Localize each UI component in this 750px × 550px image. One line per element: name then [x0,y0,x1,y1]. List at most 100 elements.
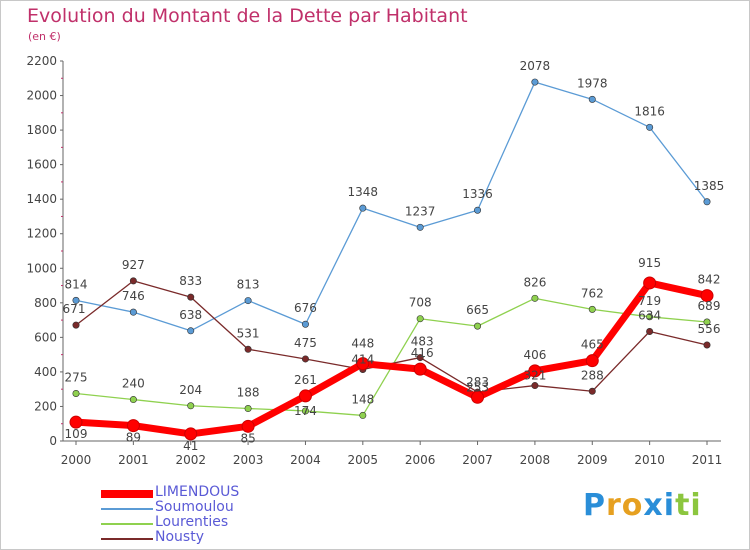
data-label-limendous: 915 [638,256,661,270]
chart-title: Evolution du Montant de la Dette par Hab… [27,5,468,27]
data-label-limendous: 448 [351,337,374,351]
x-tick-label: 2001 [118,453,149,467]
legend-swatch [101,507,153,510]
data-label-soumoulou: 1237 [405,204,436,218]
data-label-lourenties: 665 [466,303,489,317]
data-label-nousty: 634 [638,308,661,322]
data-label-lourenties: 762 [581,286,604,300]
data-point-soumoulou [187,327,195,335]
x-tick-label: 2002 [175,453,206,467]
data-label-nousty: 288 [581,368,604,382]
data-label-limendous: 41 [183,439,198,453]
data-label-nousty: 414 [351,352,374,366]
y-tick-label: 1400 [26,192,57,206]
data-label-nousty: 556 [698,322,721,336]
logo-letter: o [621,488,644,523]
x-tick-label: 2010 [634,453,665,467]
data-label-lourenties: 174 [294,404,317,418]
data-point-limendous [643,276,657,290]
data-point-nousty [301,355,309,363]
data-label-lourenties: 689 [698,299,721,313]
data-point-limendous [528,364,542,378]
data-label-lourenties: 826 [523,275,546,289]
data-point-lourenties [416,315,424,323]
legend-label: Nousty [155,529,204,545]
data-label-nousty: 321 [523,369,546,383]
data-label-nousty: 927 [122,258,145,272]
data-point-nousty [531,382,539,390]
data-point-lourenties [531,294,539,302]
data-point-nousty [646,327,654,335]
logo-letter: i [663,488,676,523]
logo-letter: x [643,488,664,523]
data-point-nousty [416,354,424,362]
data-label-limendous: 261 [294,373,317,387]
data-label-soumoulou: 813 [237,278,260,292]
data-point-lourenties [129,396,137,404]
logo-letter: t [675,488,691,523]
y-tick-label: 800 [34,296,57,310]
data-label-limendous: 85 [240,431,255,445]
data-label-soumoulou: 1336 [462,187,493,201]
y-tick-label: 600 [34,330,57,344]
data-label-nousty: 531 [237,326,260,340]
x-tick-label: 2003 [233,453,264,467]
data-point-soumoulou [244,297,252,305]
data-point-soumoulou [531,78,539,86]
data-point-limendous [413,362,427,376]
x-tick-label: 2007 [462,453,493,467]
data-point-nousty [244,345,252,353]
data-point-lourenties [244,405,252,413]
y-tick-label: 1800 [26,123,57,137]
proxiti-logo: Proxiti [583,488,702,523]
y-tick-label: 1000 [26,261,57,275]
series-line-limendous [72,279,711,438]
y-tick-label: 200 [34,399,57,413]
data-point-limendous [298,389,312,403]
data-point-soumoulou [129,308,137,316]
data-label-limendous: 253 [466,380,489,394]
data-point-nousty [72,321,80,329]
x-tick-label: 2006 [405,453,436,467]
data-label-soumoulou: 1978 [577,76,608,90]
data-label-nousty: 475 [294,336,317,350]
data-label-lourenties: 148 [351,392,374,406]
data-label-soumoulou: 638 [179,308,202,322]
series-line-lourenties [75,297,708,417]
data-label-soumoulou: 746 [122,289,145,303]
x-tick-label: 2009 [577,453,608,467]
data-point-limendous [69,415,83,429]
data-label-soumoulou: 676 [294,301,317,315]
data-point-soumoulou [646,123,654,131]
y-tick-label: 1600 [26,158,57,172]
data-point-lourenties [474,322,482,330]
data-label-lourenties: 719 [638,294,661,308]
data-label-limendous: 109 [65,427,88,441]
data-label-nousty: 283 [466,375,489,389]
data-label-nousty: 483 [411,335,434,349]
data-point-soumoulou [72,296,80,304]
x-tick-label: 2004 [290,453,321,467]
data-point-nousty [129,277,137,285]
data-point-soumoulou [474,206,482,214]
data-label-soumoulou: 814 [65,277,88,291]
data-label-limendous: 465 [581,338,604,352]
legend-label: Soumoulou [155,499,234,515]
data-label-lourenties: 275 [65,371,88,385]
data-label-nousty: 671 [63,302,86,316]
legend-swatch [101,537,153,540]
data-point-limendous [126,419,140,433]
data-label-soumoulou: 2078 [520,59,551,73]
data-label-lourenties: 240 [122,377,145,391]
legend-label: LIMENDOUS [155,484,240,500]
data-point-nousty [187,293,195,301]
data-point-limendous [356,357,370,371]
data-point-soumoulou [416,223,424,231]
data-label-lourenties: 204 [179,383,202,397]
data-label-lourenties: 708 [409,296,432,310]
data-point-nousty [588,387,596,395]
y-tick-label: 2200 [26,54,57,68]
data-label-limendous: 842 [698,273,721,287]
